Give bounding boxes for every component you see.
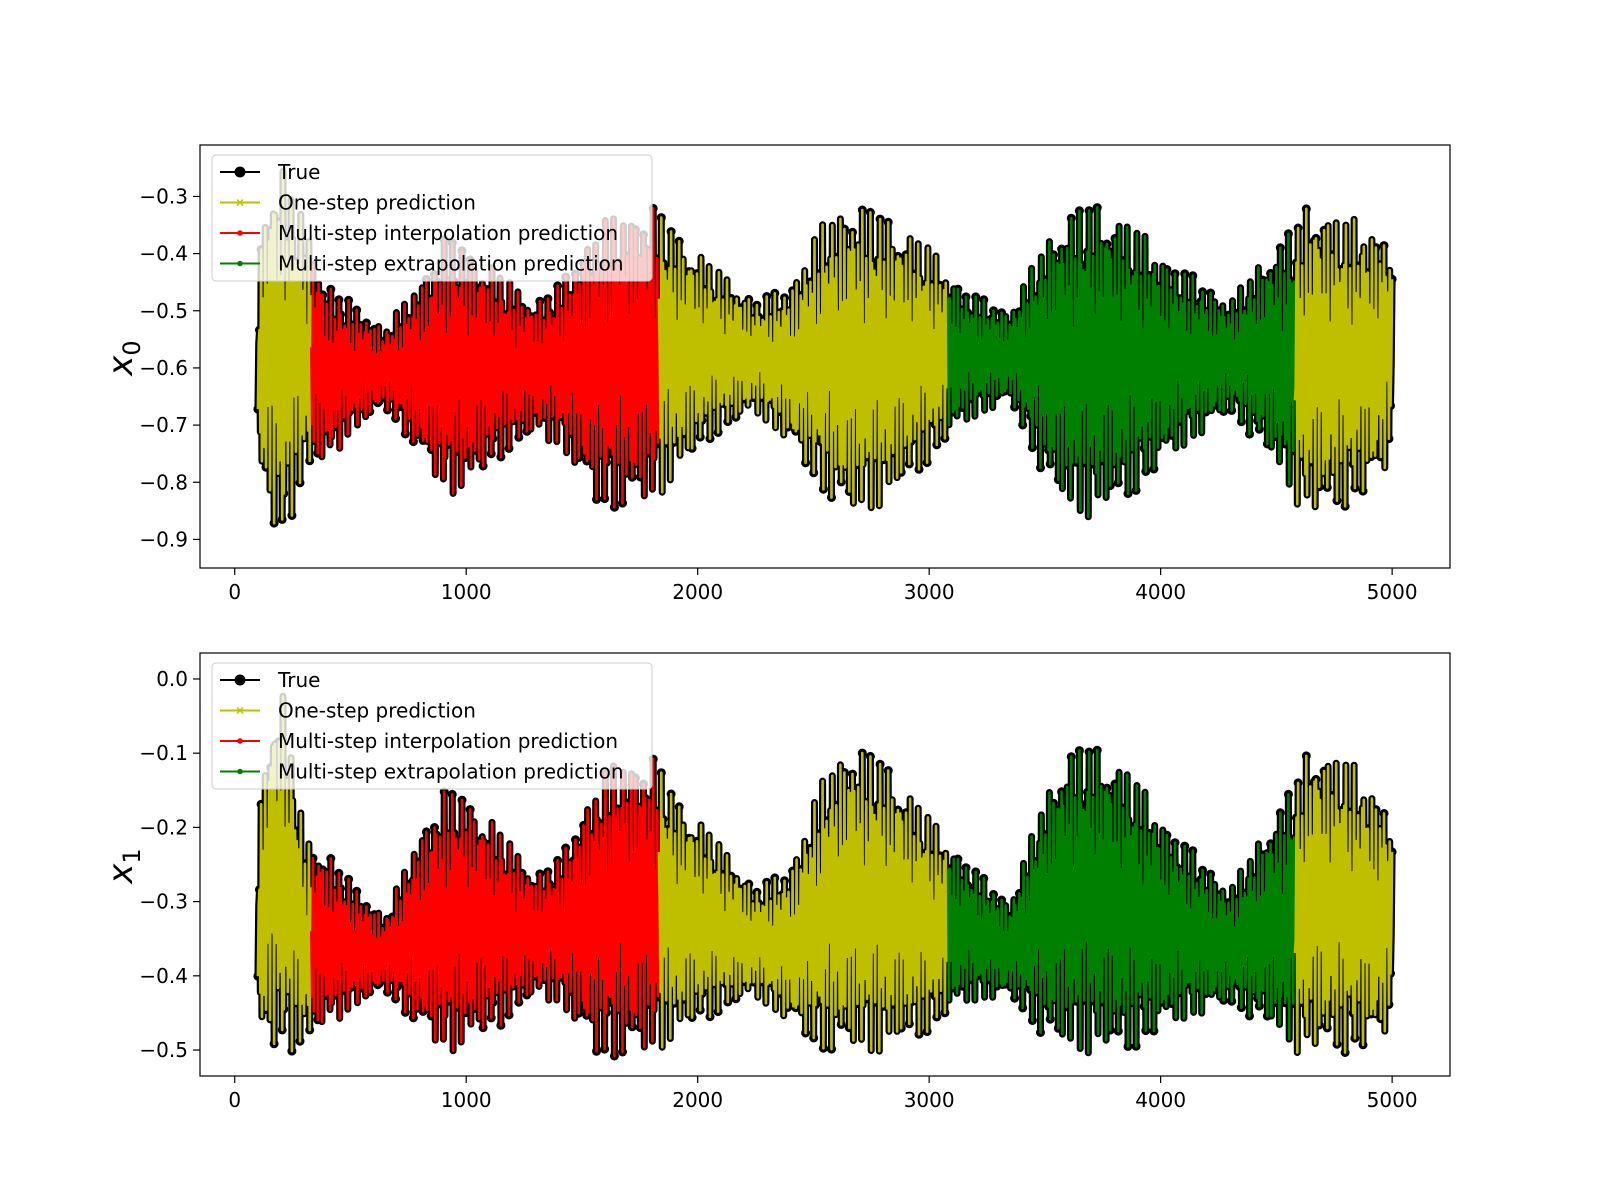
legend: True One-step prediction Multi-step interp…	[211, 154, 653, 282]
legend-box	[211, 662, 653, 790]
x-tick-label: 3000	[904, 580, 955, 604]
y-tick-label: −0.2	[139, 815, 188, 839]
series-one-step-prediction-line	[1293, 207, 1394, 509]
y-tick-label: −0.5	[139, 299, 188, 323]
legend-marker	[236, 706, 244, 715]
legend-label: Multi-step extrapolation prediction	[278, 252, 624, 276]
legend-entry: Multi-step extrapolation prediction	[220, 252, 624, 276]
y-axis-ticks: −0.5 −0.4 −0.3 −0.2 −0.1 0.0	[139, 667, 200, 1062]
x-tick-label: 5000	[1367, 580, 1418, 604]
x-tick-label: 5000	[1367, 1088, 1418, 1112]
series-one-step-prediction-line	[256, 170, 312, 525]
y-tick-label: −0.3	[139, 184, 188, 208]
y-tick-label: −0.4	[139, 242, 188, 266]
x-tick-label: 4000	[1135, 580, 1186, 604]
x-tick-label: 0	[228, 580, 241, 604]
legend-marker	[236, 198, 244, 207]
x-tick-label: 2000	[672, 1088, 723, 1112]
legend-label: One-step prediction	[278, 699, 476, 723]
series-one-step-prediction-line	[657, 751, 949, 1053]
x-axis-ticks: 0 1000 2000 3000 4000 5000	[228, 1076, 1418, 1112]
y-tick-label: −0.5	[139, 1038, 188, 1062]
y-axis-label: x0	[101, 340, 146, 376]
legend-label: True	[277, 160, 320, 184]
legend-marker	[237, 260, 243, 267]
legend-marker	[234, 166, 246, 178]
legend-entry: One-step prediction	[220, 699, 476, 723]
legend-label: True	[277, 668, 320, 692]
legend-label: Multi-step interpolation prediction	[278, 221, 618, 245]
x-tick-label: 1000	[441, 580, 492, 604]
y-axis-label-base: x	[101, 355, 141, 377]
axes-frame	[199, 144, 1451, 569]
legend-entry: Multi-step interpolation prediction	[220, 221, 618, 245]
x-tick-label: 3000	[904, 1088, 955, 1112]
y-tick-label: −0.7	[139, 413, 188, 437]
y-axis-label: x1	[101, 848, 146, 884]
legend-marker	[237, 768, 243, 775]
legend-marker	[234, 674, 246, 686]
plot-area-x0	[253, 167, 1397, 528]
y-tick-label: −0.8	[139, 470, 188, 494]
series-multi-step-interpolation-prediction-line	[310, 757, 660, 1058]
y-tick-label: −0.4	[139, 964, 188, 988]
x-axis-ticks: 0 1000 2000 3000 4000 5000	[228, 568, 1418, 604]
y-axis-label-subscript: 1	[118, 848, 146, 863]
x-tick-label: 1000	[441, 1088, 492, 1112]
series-multi-step-extrapolation-prediction-line	[946, 206, 1297, 519]
y-tick-label: −0.6	[139, 356, 188, 380]
legend-label: One-step prediction	[278, 191, 476, 215]
x-tick-label: 0	[228, 1088, 241, 1112]
y-tick-label: −0.9	[139, 527, 188, 551]
y-tick-label: −0.3	[139, 890, 188, 914]
x-tick-label: 2000	[672, 580, 723, 604]
legend-label: Multi-step extrapolation prediction	[278, 760, 624, 784]
y-axis-label-subscript: 0	[118, 340, 146, 355]
y-tick-label: 0.0	[156, 667, 188, 691]
legend-entry: True	[220, 668, 320, 692]
legend-marker	[237, 230, 243, 236]
series-one-step-prediction-line	[1293, 754, 1394, 1054]
axes-frame	[199, 652, 1451, 1077]
y-axis-label-base: x	[101, 863, 141, 885]
subplot-x1: 0 1000 2000 3000 4000 5000 −0.5−0.4−0.3−0.2−0…	[101, 652, 1451, 1112]
legend-entry: True	[220, 160, 320, 184]
series-multi-step-extrapolation-prediction-line	[946, 748, 1297, 1055]
legend-entry: Multi-step extrapolation prediction	[220, 760, 624, 784]
legend-label: Multi-step interpolation prediction	[278, 729, 618, 753]
series-multi-step-interpolation-prediction-line	[310, 207, 660, 509]
legend-marker	[237, 738, 243, 744]
y-tick-label: −0.1	[139, 741, 188, 765]
x-tick-label: 4000	[1135, 1088, 1186, 1112]
series-one-step-prediction-line	[657, 208, 949, 509]
legend-entry: One-step prediction	[220, 191, 476, 215]
series-one-step-prediction-line	[256, 695, 312, 1053]
legend-box	[211, 154, 653, 282]
subplot-x0: 0 1000 2000 3000 4000 5000 −0.9−0.8−0.7−0.6−0…	[101, 144, 1451, 604]
legend: True One-step prediction Multi-step interp…	[211, 662, 653, 790]
y-axis-ticks: −0.9 −0.8 −0.7 −0.6 −0.5 −0.4 −0.3	[139, 184, 200, 551]
legend-entry: Multi-step interpolation prediction	[220, 729, 618, 753]
